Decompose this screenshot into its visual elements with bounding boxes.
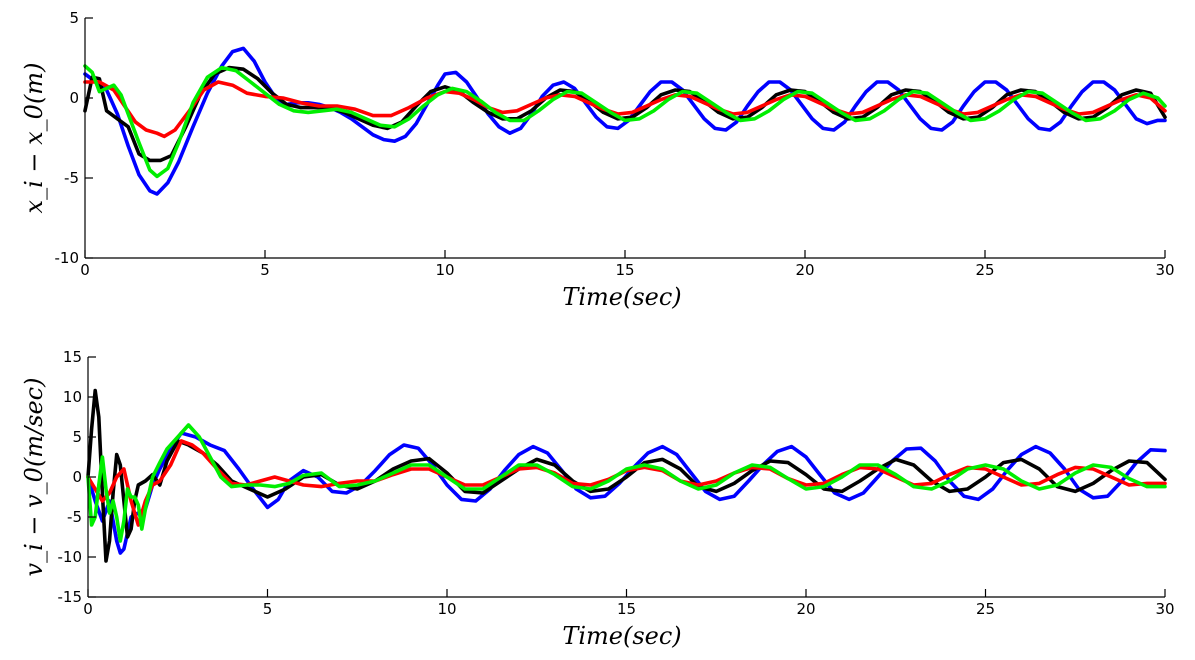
series-line-red-top — [83, 80, 1167, 139]
series-line-blue-bottom — [86, 431, 1167, 555]
x-tick-label-20-bottom: 20 — [796, 600, 815, 618]
x-tick-label-10-bottom: 10 — [437, 600, 456, 618]
y-tick-label--15-bottom: -15 — [58, 588, 83, 606]
subplot-bottom: 0 5 10 15 20 25 30 15 10 5 0 -5 -10 -15 Time(sec) v_i… — [20, 348, 1175, 650]
y-tick-label--5-bottom: -5 — [67, 508, 82, 526]
y-tick-label-0-bottom: 0 — [72, 468, 82, 486]
subplot-top: 0 5 10 15 20 25 30 5 0 -5 -10 Time(sec) x_i − x_0(… — [20, 9, 1175, 311]
x-tick-label-10-top: 10 — [435, 261, 454, 279]
y-tick-label-5-bottom: 5 — [72, 428, 82, 446]
x-tick-label-0-bottom: 0 — [83, 600, 93, 618]
plot-area-bottom — [86, 388, 1167, 563]
y-tick-label--10-top: -10 — [55, 249, 80, 267]
series-line-green-bottom — [86, 423, 1167, 543]
y-tick-label-15-bottom: 15 — [63, 348, 82, 366]
x-tick-label-20-top: 20 — [795, 261, 814, 279]
x-axis-label-top: Time(sec) — [562, 283, 681, 311]
x-tick-label-5-top: 5 — [260, 261, 270, 279]
x-tick-label-15-bottom: 15 — [617, 600, 636, 618]
x-tick-label-0-top: 0 — [80, 261, 90, 279]
x-tick-label-5-bottom: 5 — [263, 600, 273, 618]
x-tick-label-30-bottom: 30 — [1155, 600, 1174, 618]
y-tick-label--10-bottom: -10 — [58, 548, 83, 566]
ticks-bottom: 0 5 10 15 20 25 30 15 10 5 0 -5 -10 -15 — [58, 348, 1175, 618]
series-line-green-top — [83, 64, 1167, 179]
y-tick-label-0-top: 0 — [69, 89, 79, 107]
series-line-red-bottom — [86, 439, 1167, 527]
ticks-top: 0 5 10 15 20 25 30 5 0 -5 -10 — [55, 9, 1175, 279]
x-tick-label-30-top: 30 — [1155, 261, 1174, 279]
y-tick-label--5-top: -5 — [64, 169, 79, 187]
x-axis-label-bottom: Time(sec) — [562, 622, 681, 650]
y-axis-label-bottom: v_i − v_0(m/sec) — [20, 378, 48, 577]
x-tick-label-25-bottom: 25 — [976, 600, 995, 618]
x-tick-label-25-top: 25 — [975, 261, 994, 279]
y-axis-label-top: x_i − x_0(m) — [20, 63, 48, 214]
y-tick-label-10-bottom: 10 — [63, 388, 82, 406]
plot-area-top — [83, 46, 1167, 196]
y-tick-label-5-top: 5 — [69, 9, 79, 27]
x-tick-label-15-top: 15 — [615, 261, 634, 279]
